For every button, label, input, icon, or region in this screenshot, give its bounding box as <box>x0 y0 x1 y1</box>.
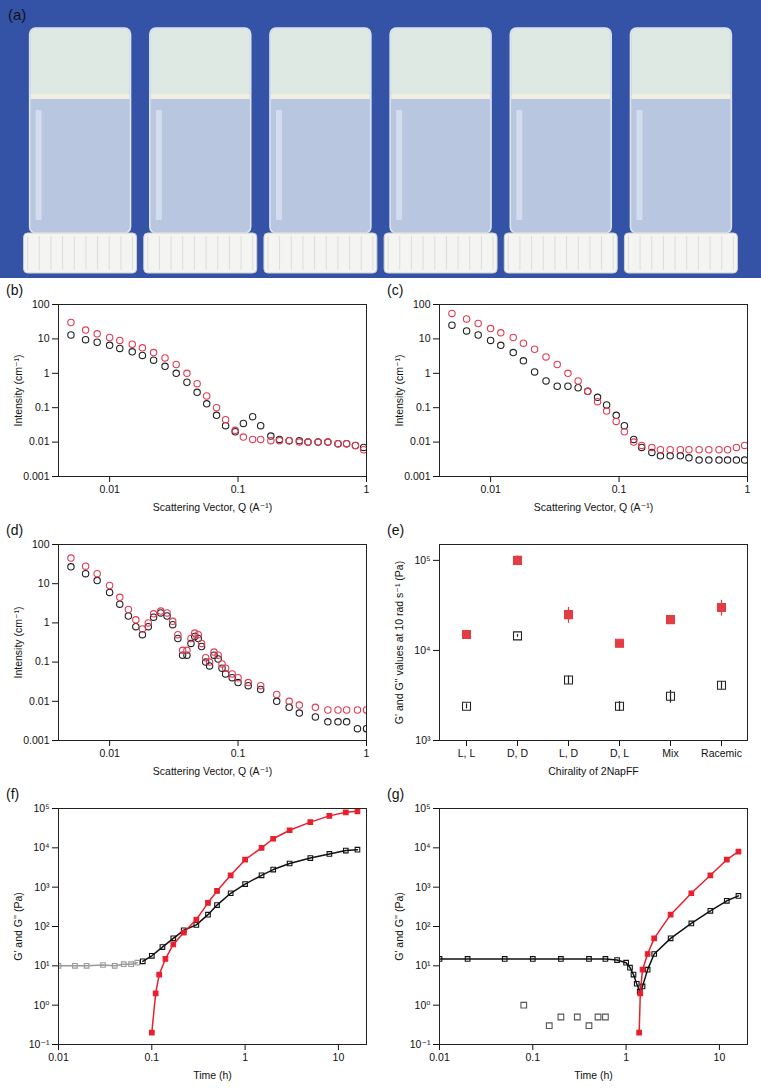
svg-text:1: 1 <box>242 1051 248 1063</box>
svg-text:10: 10 <box>333 1051 345 1063</box>
svg-text:G' and G'' values at 10 rad s⁻: G' and G'' values at 10 rad s⁻¹ (Pa) <box>393 561 405 724</box>
svg-text:1: 1 <box>425 367 431 379</box>
svg-text:0.1: 0.1 <box>35 655 50 667</box>
svg-text:0.1: 0.1 <box>231 747 246 759</box>
svg-text:0.01: 0.01 <box>410 435 431 447</box>
svg-text:0.001: 0.001 <box>23 734 49 746</box>
html-text:(e): (e) <box>387 522 405 538</box>
svg-text:Intensity (cm⁻¹): Intensity (cm⁻¹) <box>393 354 405 426</box>
svg-text:100: 100 <box>32 538 50 550</box>
html-text:(d): (d) <box>6 522 24 538</box>
svg-text:0.01: 0.01 <box>48 1051 69 1063</box>
svg-text:0.01: 0.01 <box>99 483 120 495</box>
svg-text:10⁻¹: 10⁻¹ <box>410 1038 431 1050</box>
svg-text:0.01: 0.01 <box>29 695 50 707</box>
html-text:(b): (b) <box>6 282 24 298</box>
svg-text:Mix: Mix <box>662 747 679 759</box>
svg-text:0.01: 0.01 <box>429 1051 450 1063</box>
svg-text:10⁴: 10⁴ <box>414 841 430 853</box>
svg-text:0.1: 0.1 <box>525 1051 540 1063</box>
html-text:(f): (f) <box>6 786 20 802</box>
svg-text:10⁵: 10⁵ <box>33 802 49 814</box>
svg-text:10⁵: 10⁵ <box>414 554 430 566</box>
svg-text:10⁻¹: 10⁻¹ <box>29 1038 50 1050</box>
svg-text:1: 1 <box>364 747 370 759</box>
svg-text:0.1: 0.1 <box>231 483 246 495</box>
svg-text:0.01: 0.01 <box>29 435 50 447</box>
svg-text:10⁰: 10⁰ <box>34 999 50 1011</box>
svg-text:Scattering Vector, Q (A⁻¹): Scattering Vector, Q (A⁻¹) <box>153 501 272 513</box>
svg-text:0.1: 0.1 <box>35 401 50 413</box>
svg-text:1: 1 <box>745 483 751 495</box>
svg-text:Time (h): Time (h) <box>193 1069 232 1081</box>
svg-text:10: 10 <box>714 1051 726 1063</box>
svg-text:0.1: 0.1 <box>416 401 431 413</box>
svg-text:G' and G'' (Pa): G' and G'' (Pa) <box>12 892 24 960</box>
svg-text:10: 10 <box>38 332 50 344</box>
svg-text:1: 1 <box>623 1051 629 1063</box>
svg-text:(a): (a) <box>8 6 26 23</box>
svg-text:0.1: 0.1 <box>612 483 627 495</box>
svg-text:Time (h): Time (h) <box>574 1069 613 1081</box>
svg-text:0.01: 0.01 <box>480 483 501 495</box>
svg-text:10⁰: 10⁰ <box>415 999 431 1011</box>
svg-text:Racemic: Racemic <box>701 747 742 759</box>
svg-text:10¹: 10¹ <box>34 959 50 971</box>
svg-text:100: 100 <box>32 298 50 310</box>
svg-text:1: 1 <box>364 483 370 495</box>
svg-text:0.001: 0.001 <box>404 470 430 482</box>
svg-text:0.1: 0.1 <box>144 1051 159 1063</box>
svg-text:D, D: D, D <box>507 747 528 759</box>
svg-text:G' and G'' (Pa): G' and G'' (Pa) <box>393 892 405 960</box>
html-text:(g): (g) <box>387 786 405 802</box>
svg-text:10³: 10³ <box>415 734 431 746</box>
svg-text:1: 1 <box>44 616 50 628</box>
svg-text:Chirality of 2NapFF: Chirality of 2NapFF <box>548 765 638 777</box>
svg-text:10⁴: 10⁴ <box>33 841 49 853</box>
svg-text:Scattering Vector, Q (A⁻¹): Scattering Vector, Q (A⁻¹) <box>534 501 653 513</box>
svg-text:10²: 10² <box>34 920 50 932</box>
svg-text:10⁴: 10⁴ <box>414 644 430 656</box>
svg-text:10: 10 <box>38 577 50 589</box>
svg-text:10: 10 <box>419 332 431 344</box>
svg-text:1: 1 <box>44 367 50 379</box>
svg-text:100: 100 <box>413 298 431 310</box>
svg-text:L, L: L, L <box>458 747 476 759</box>
svg-text:10²: 10² <box>415 920 431 932</box>
svg-text:0.01: 0.01 <box>99 747 120 759</box>
svg-text:L, D: L, D <box>559 747 579 759</box>
svg-text:0.001: 0.001 <box>23 470 49 482</box>
svg-text:10³: 10³ <box>415 881 431 893</box>
svg-text:Intensity (cm⁻¹): Intensity (cm⁻¹) <box>12 606 24 678</box>
svg-text:10³: 10³ <box>34 881 50 893</box>
svg-text:Scattering Vector, Q (A⁻¹): Scattering Vector, Q (A⁻¹) <box>153 765 272 777</box>
svg-text:10⁵: 10⁵ <box>414 802 430 814</box>
svg-text:Intensity (cm⁻¹): Intensity (cm⁻¹) <box>12 354 24 426</box>
svg-text:D, L: D, L <box>610 747 629 759</box>
html-text:(c): (c) <box>387 282 404 298</box>
svg-text:10¹: 10¹ <box>415 959 431 971</box>
